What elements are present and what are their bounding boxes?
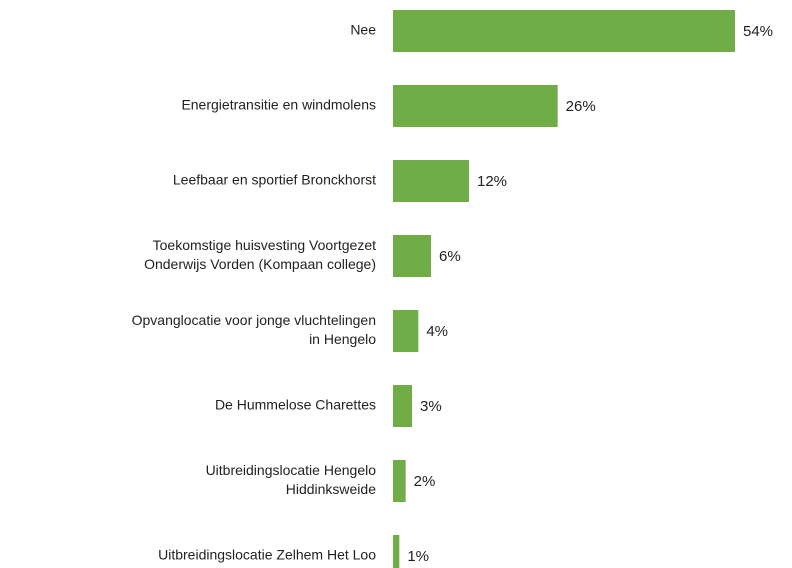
bar [393,310,419,352]
value-label: 54% [743,23,773,40]
category-label: Energietransitie en windmolens [181,97,376,113]
value-label: 3% [420,398,442,415]
category-label: Hiddinksweide [286,481,376,497]
category-label: Onderwijs Vorden (Kompaan college) [144,256,376,272]
category-label: in Hengelo [309,331,376,347]
category-label: Leefbaar en sportief Bronckhorst [173,172,376,188]
category-label: Nee [350,22,376,38]
bar [393,460,406,502]
value-label: 4% [426,323,448,340]
value-label: 26% [566,98,596,115]
category-label: De Hummelose Charettes [215,397,376,413]
category-label: Uitbreidingslocatie Zelhem Het Loo [158,547,376,563]
category-label: Opvanglocatie voor jonge vluchtelingen [132,312,376,328]
bar [393,535,400,568]
value-label: 6% [439,248,461,265]
value-label: 1% [407,548,429,565]
bar [393,235,431,277]
category-label: Toekomstige huisvesting Voortgezet [153,237,376,253]
bar [393,385,412,427]
bar [393,85,558,127]
value-label: 12% [477,173,507,190]
category-label: Uitbreidingslocatie Hengelo [206,462,377,478]
bar [393,10,735,52]
bar [393,160,469,202]
value-label: 2% [414,473,436,490]
